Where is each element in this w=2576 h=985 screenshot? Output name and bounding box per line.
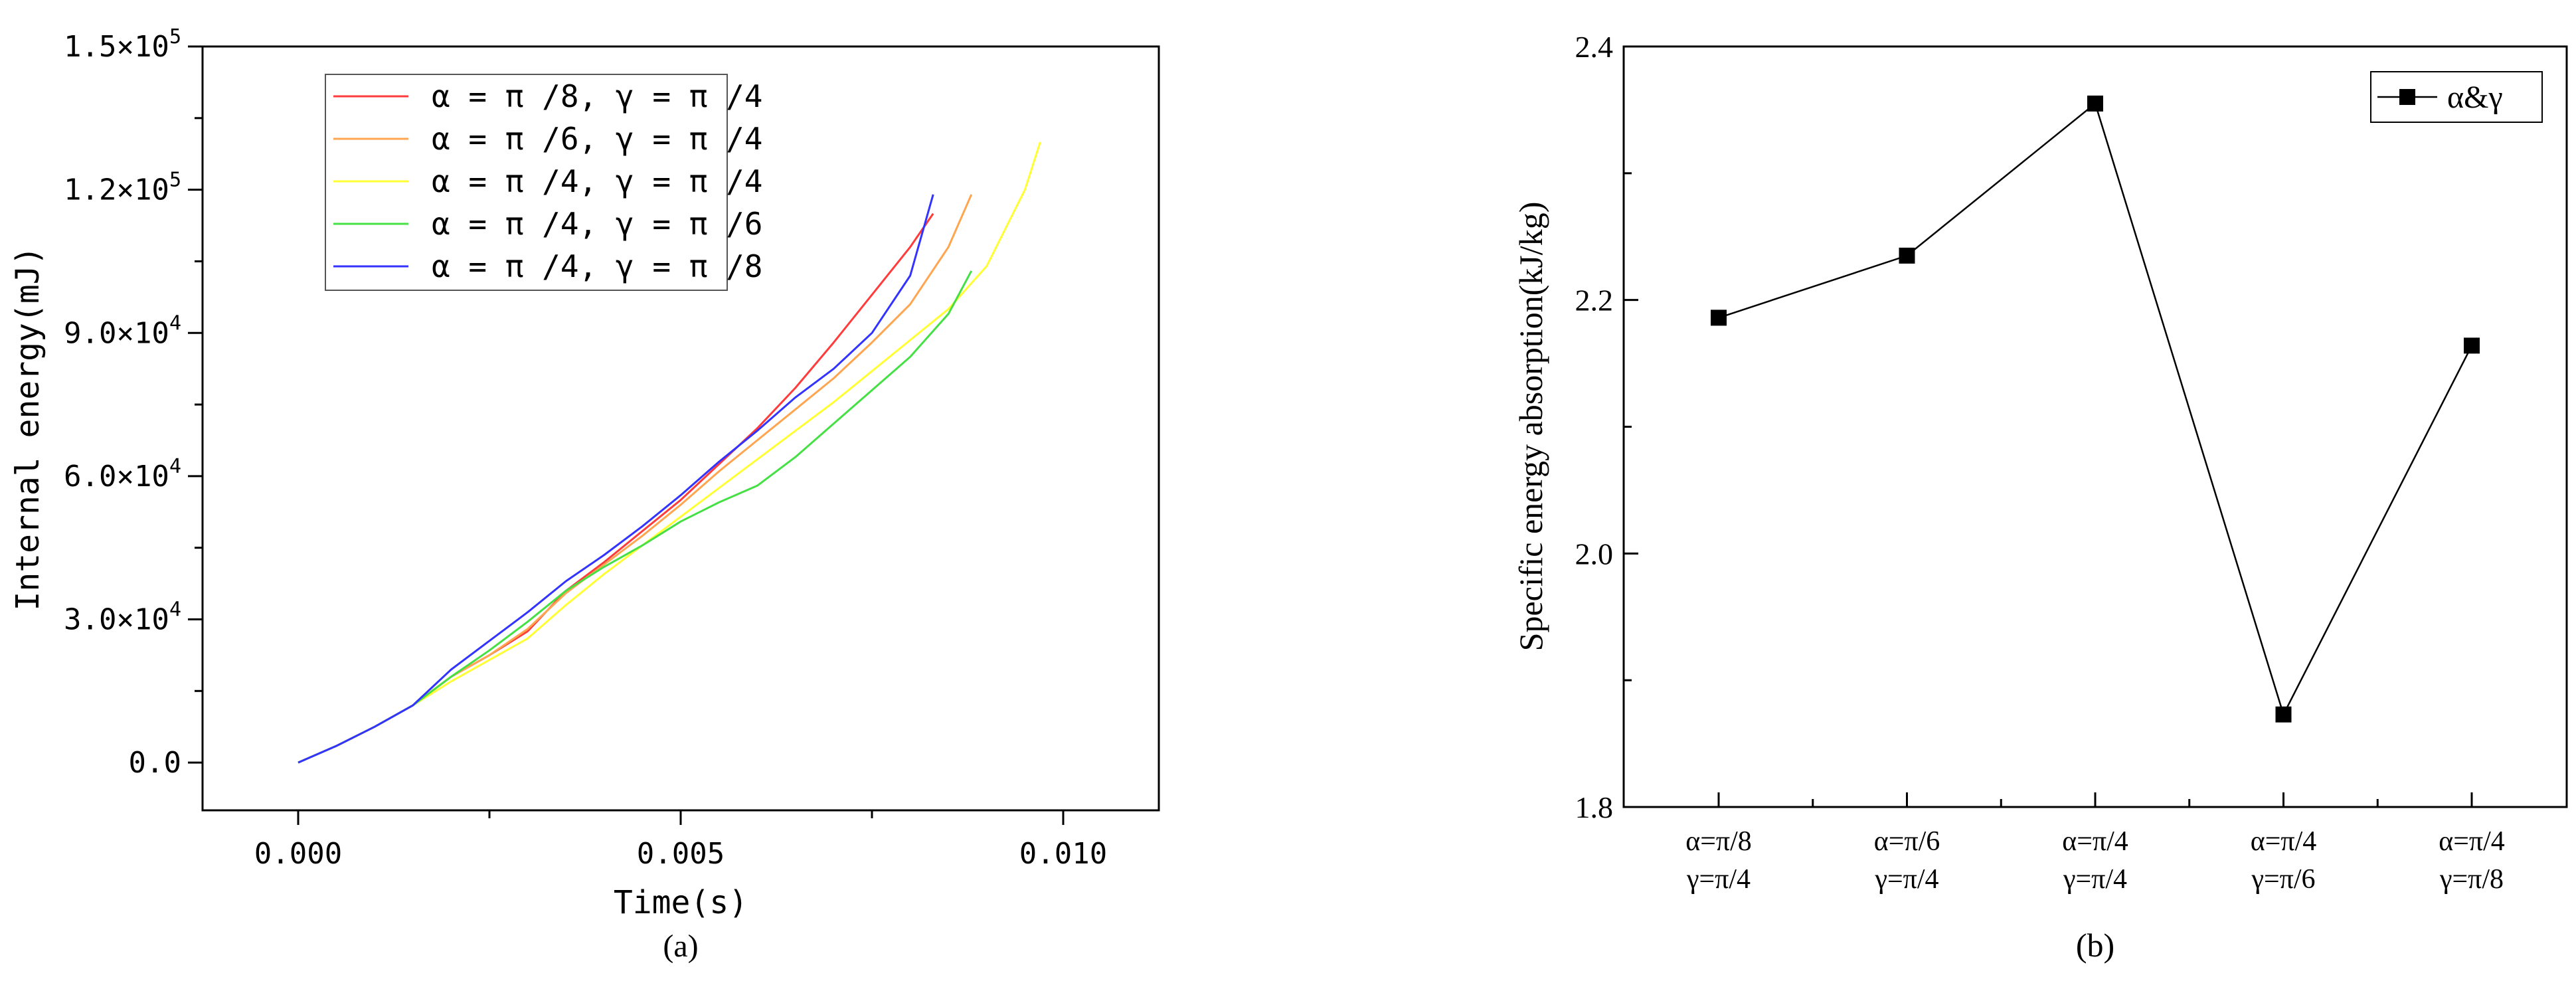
panel-b-y-axis: 1.8 2.0 2.2 2.4 bbox=[1575, 30, 1638, 824]
panel-b-chart: α=π/8 γ=π/4 α=π/6 γ=π/4 α=π/4 γ=π/4 α=π/4 γ=π/6… bbox=[1512, 30, 2568, 964]
panel-a-y-axis-label: Internal energy(mJ) bbox=[9, 246, 46, 610]
y-tick-label: 1.5×105 bbox=[64, 25, 181, 64]
y-tick-label: 2.0 bbox=[1575, 537, 1614, 571]
panel-b-caption: (b) bbox=[2076, 927, 2114, 964]
y-tick-label: 1.2×105 bbox=[64, 169, 181, 207]
x-tick-label: γ=π/4 bbox=[1874, 864, 1938, 895]
series-line-5 bbox=[298, 194, 934, 764]
panel-a-legend: α = π /8, γ = π /4 α = π /6, γ = π /4 α = … bbox=[325, 74, 763, 291]
panel-b-x-axis: α=π/8 γ=π/4 α=π/6 γ=π/4 α=π/4 γ=π/4 α=π/4 γ=π/6… bbox=[1685, 792, 2505, 895]
data-point-marker bbox=[2464, 337, 2480, 354]
legend-label: α = π /4, γ = π /4 bbox=[432, 163, 763, 199]
panel-a-caption: (a) bbox=[663, 929, 698, 964]
x-tick-label: γ=π/8 bbox=[2439, 864, 2504, 895]
y-tick-label: 3.0×104 bbox=[64, 598, 181, 637]
panel-a-series-layer bbox=[298, 141, 1041, 764]
x-tick-label: 0.010 bbox=[1019, 837, 1107, 871]
panel-b-series-layer bbox=[1711, 95, 2480, 723]
x-tick-label: γ=π/4 bbox=[1686, 864, 1751, 895]
x-tick-label: 0.000 bbox=[254, 837, 342, 871]
legend-label: α&γ bbox=[2447, 80, 2503, 115]
y-tick-label: 1.8 bbox=[1575, 790, 1614, 824]
legend-label: α = π /8, γ = π /4 bbox=[432, 78, 763, 114]
x-tick-label: α=π/4 bbox=[2251, 826, 2317, 857]
x-tick-label: α=π/8 bbox=[1685, 826, 1752, 857]
y-tick-label: 6.0×104 bbox=[64, 455, 181, 493]
data-point-marker bbox=[2275, 706, 2292, 723]
panel-a-chart: 0.000 0.005 0.010 0.0 3.0×104 6.0×104 9.0×104… bbox=[9, 25, 1160, 964]
panel-a-x-axis: 0.000 0.005 0.010 bbox=[254, 810, 1107, 871]
x-tick-label: α=π/4 bbox=[2439, 826, 2505, 857]
x-tick-label: α=π/4 bbox=[2062, 826, 2128, 857]
panel-b-y-axis-label: Specific energy absorption(kJ/kg) bbox=[1512, 202, 1549, 652]
legend-swatch-marker bbox=[2399, 89, 2415, 105]
legend-label: α = π /6, γ = π /4 bbox=[432, 121, 763, 157]
data-point-marker bbox=[1711, 310, 1727, 326]
x-tick-label: α=π/6 bbox=[1874, 826, 1940, 857]
y-tick-label: 0.0 bbox=[129, 746, 181, 780]
y-tick-label: 2.2 bbox=[1575, 284, 1614, 317]
legend-label: α = π /4, γ = π /6 bbox=[432, 206, 763, 242]
data-point-marker bbox=[2087, 95, 2103, 112]
panel-b-legend: α&γ bbox=[2370, 71, 2543, 123]
series-line-3 bbox=[298, 141, 1041, 764]
y-tick-label: 2.4 bbox=[1575, 30, 1614, 64]
panel-a-x-axis-label: Time(s) bbox=[614, 884, 748, 921]
x-tick-label: 0.005 bbox=[637, 837, 725, 871]
x-tick-label: γ=π/4 bbox=[2063, 864, 2127, 895]
panel-a-y-axis: 0.0 3.0×104 6.0×104 9.0×104 1.2×105 1.5×105 bbox=[64, 25, 203, 780]
legend-label: α = π /4, γ = π /8 bbox=[432, 248, 763, 284]
y-tick-label: 9.0×104 bbox=[64, 312, 181, 350]
x-tick-label: γ=π/6 bbox=[2251, 864, 2315, 895]
data-point-marker bbox=[1899, 247, 1915, 264]
